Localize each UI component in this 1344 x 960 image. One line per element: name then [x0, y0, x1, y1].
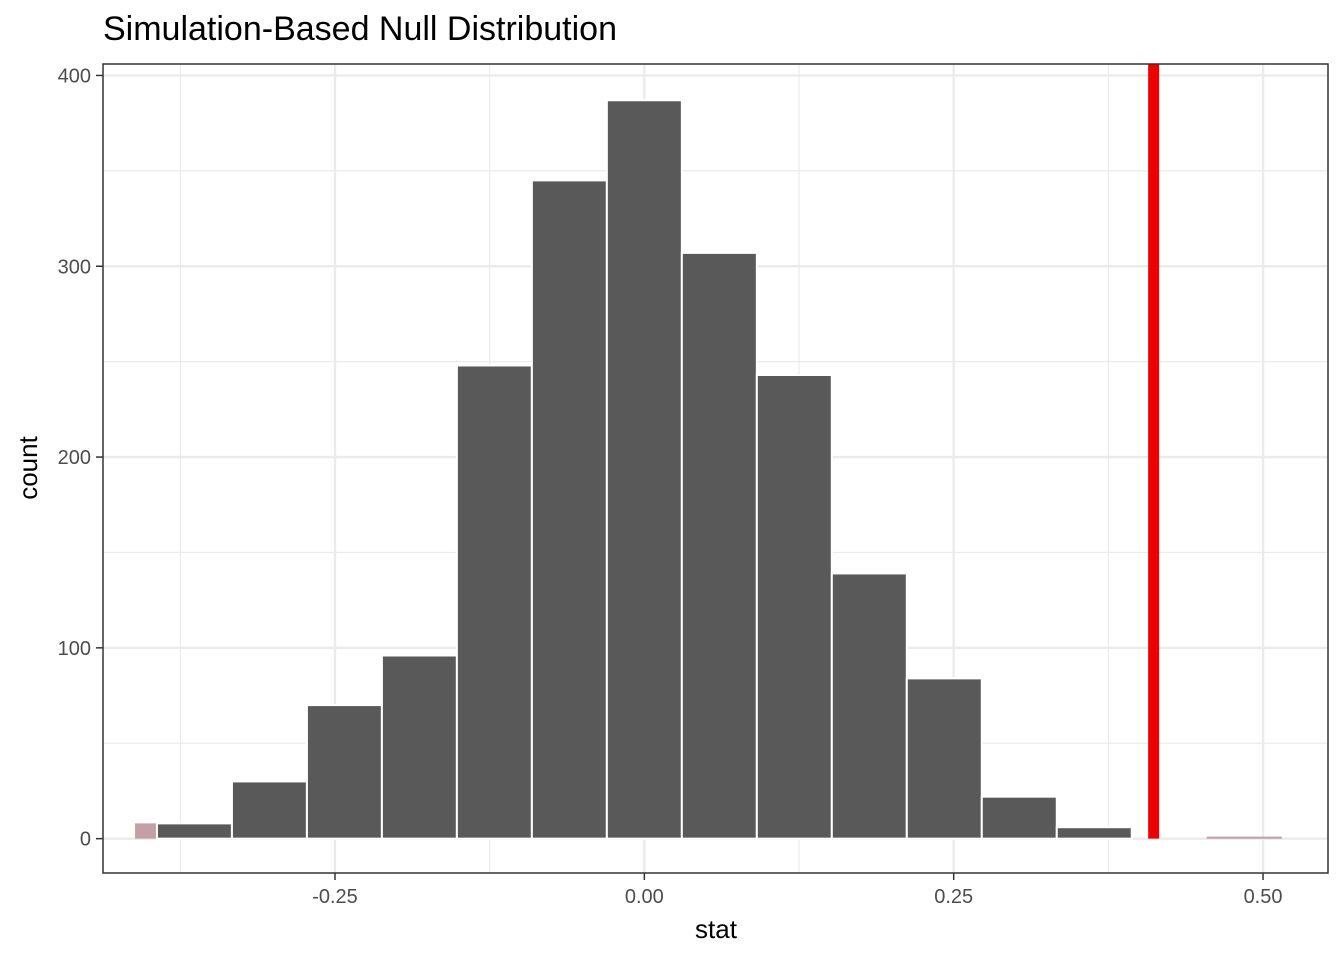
x-tick-label: 0.00	[625, 886, 664, 908]
y-axis-ticks: 0 100 200 300 400	[58, 65, 103, 851]
x-axis-title: stat	[695, 914, 738, 944]
histogram-bar	[530, 179, 608, 840]
histogram-bar	[230, 780, 308, 840]
y-tick-label: 0	[80, 829, 91, 851]
panel-border	[102, 63, 1329, 874]
x-tick-label: 0.50	[1244, 886, 1283, 908]
histogram-bar	[905, 677, 983, 840]
histogram-bar	[755, 374, 833, 840]
histogram-bar	[155, 822, 233, 840]
histogram-bar	[980, 795, 1058, 840]
histogram-bar	[830, 572, 908, 840]
histogram-bar	[1055, 826, 1133, 840]
y-tick-label: 200	[58, 447, 91, 469]
histogram-bar	[380, 654, 458, 840]
y-tick-label: 300	[58, 256, 91, 278]
y-axis-title: count	[13, 435, 43, 499]
chart-title: Simulation-Based Null Distribution	[103, 10, 617, 48]
histogram-bar	[680, 251, 758, 840]
histogram-bar	[1206, 836, 1282, 839]
y-tick-label: 100	[58, 638, 91, 660]
x-axis-ticks: -0.25 0.00 0.25 0.50	[312, 873, 1283, 908]
histogram-bar	[605, 99, 683, 840]
histogram-bar	[455, 364, 533, 840]
histogram-bars	[155, 99, 1282, 840]
y-tick-label: 400	[58, 65, 91, 87]
histogram-bar	[305, 704, 383, 840]
x-tick-label: 0.25	[934, 886, 973, 908]
x-tick-label: -0.25	[312, 886, 358, 908]
